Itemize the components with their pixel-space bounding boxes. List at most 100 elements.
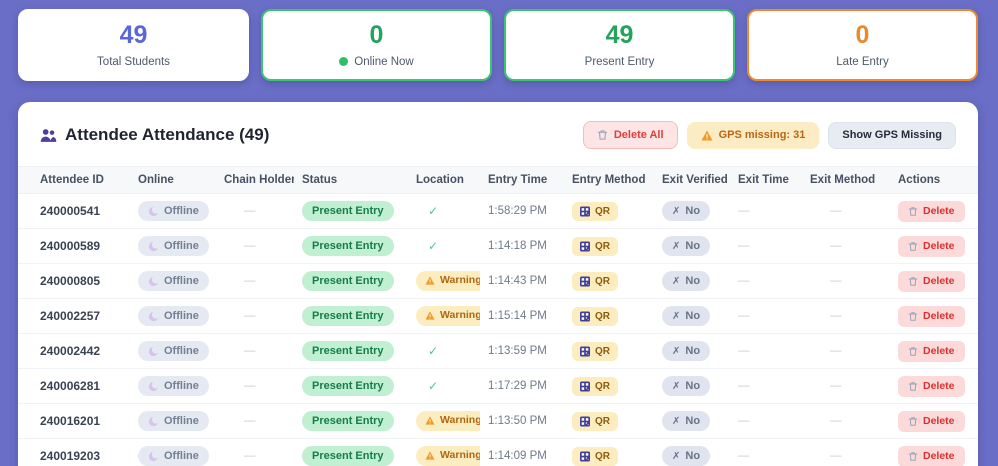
qr-code-icon [580,241,590,252]
delete-row-button[interactable]: Delete [898,235,965,257]
table-row: 240000541 Offline — Present Entry ✓ 1:58… [18,193,978,229]
attendee-id: 240000541 [18,193,130,229]
column-header-entry-time: Entry Time [480,166,564,194]
table-row: 240002257 Offline — Present Entry [18,298,978,334]
online-status-text: Offline [164,274,199,287]
online-status-text: Offline [164,204,199,217]
delete-all-button[interactable]: Delete All [582,121,678,149]
table-row: 240006281 Offline — Present Entry ✓ 1:17… [18,368,978,404]
table-row: 240002442 Offline — Present Entry ✓ 1:13… [18,333,978,369]
exit-verified-badge: ✗ No [662,340,711,362]
location-warning-text: Warning [440,414,480,427]
x-icon: ✗ [672,345,681,357]
entry-method-text: QR [595,275,610,287]
delete-row-button[interactable]: Delete [898,305,965,327]
entry-method-badge: QR [572,236,618,256]
delete-row-label: Delete [923,204,955,217]
column-header-location: Location [408,166,480,194]
x-icon: ✗ [672,240,681,252]
delete-row-label: Delete [923,344,955,357]
qr-code-icon [580,276,590,287]
x-icon: ✗ [672,205,681,217]
online-status-text: Offline [164,414,199,427]
exit-method-value: — [802,333,890,369]
delete-row-label: Delete [923,414,955,427]
x-icon: ✗ [672,415,681,427]
entry-method-text: QR [595,415,610,427]
attendee-id: 240006281 [18,368,130,404]
exit-method-value: — [802,263,890,299]
table-row: 240016201 Offline — Present Entry [18,403,978,439]
status-badge: Present Entry [302,200,394,222]
entry-time-value: 1:13:59 PM [480,333,564,369]
exit-method-value: — [802,438,890,466]
entry-time-value: 1:14:43 PM [480,263,564,299]
status-badge: Present Entry [302,340,394,362]
column-header-online: Online [130,166,216,194]
status-badge: Present Entry [302,375,394,397]
warning-icon [701,130,713,141]
entry-method-badge: QR [572,271,618,291]
chain-holder-value: — [216,193,294,229]
show-gps-missing-button[interactable]: Show GPS Missing [828,121,956,149]
warning-icon [425,451,435,461]
exit-verified-badge: ✗ No [662,200,711,222]
online-status-badge: Offline [138,270,209,292]
trash-icon [908,206,918,217]
exit-verified-text: No [685,204,701,217]
entry-method-text: QR [595,205,610,217]
entry-time-value: 1:17:29 PM [480,368,564,404]
chain-holder-value: — [216,438,294,466]
entry-method-badge: QR [572,376,618,396]
delete-row-label: Delete [923,379,955,392]
entry-method-text: QR [595,310,610,322]
delete-row-button[interactable]: Delete [898,375,965,397]
table-row: 240019203 Offline — Present Entry [18,438,978,466]
stat-card-online-now: 0 Online Now [261,9,492,81]
delete-row-button[interactable]: Delete [898,270,965,292]
online-status-text: Offline [164,309,199,322]
delete-row-button[interactable]: Delete [898,200,965,222]
exit-verified-text: No [685,414,701,427]
column-header-exit-verified: Exit Verified [654,166,730,194]
column-header-entry-method: Entry Method [564,166,654,194]
online-status-text: Offline [164,344,199,357]
exit-method-value: — [802,298,890,334]
x-icon: ✗ [672,450,681,462]
trash-icon [908,276,918,287]
people-icon [40,128,57,143]
attendee-id: 240019203 [18,438,130,466]
qr-code-icon [580,206,590,217]
delete-row-button[interactable]: Delete [898,410,965,432]
column-header-actions: Actions [890,166,978,194]
status-badge: Present Entry [302,270,394,292]
exit-verified-text: No [685,379,701,392]
online-status-badge: Offline [138,340,209,362]
attendee-id: 240016201 [18,403,130,439]
trash-icon [908,416,918,427]
location-ok-icon: ✓ [428,379,439,393]
delete-row-label: Delete [923,274,955,287]
column-header-exit-time: Exit Time [730,166,802,194]
location-ok-icon: ✓ [428,204,439,218]
location-warning-badge: Warning [416,271,480,291]
exit-verified-text: No [685,449,701,462]
table-row: 240000805 Offline — Present Entry [18,263,978,299]
stat-card-late-entry: 0 Late Entry [747,9,978,81]
online-status-text: Offline [164,239,199,252]
delete-row-button[interactable]: Delete [898,340,965,362]
entry-method-badge: QR [572,306,618,326]
qr-code-icon [580,416,590,427]
delete-row-button[interactable]: Delete [898,445,965,466]
total-students-value: 49 [119,20,148,49]
moon-icon [148,240,159,252]
status-badge: Present Entry [302,410,394,432]
chain-holder-value: — [216,368,294,404]
exit-verified-badge: ✗ No [662,270,711,292]
qr-code-icon [580,451,590,462]
total-students-label: Total Students [97,55,170,68]
x-icon: ✗ [672,310,681,322]
exit-method-value: — [802,403,890,439]
late-entry-value: 0 [855,20,870,49]
entry-time-value: 1:15:14 PM [480,298,564,334]
